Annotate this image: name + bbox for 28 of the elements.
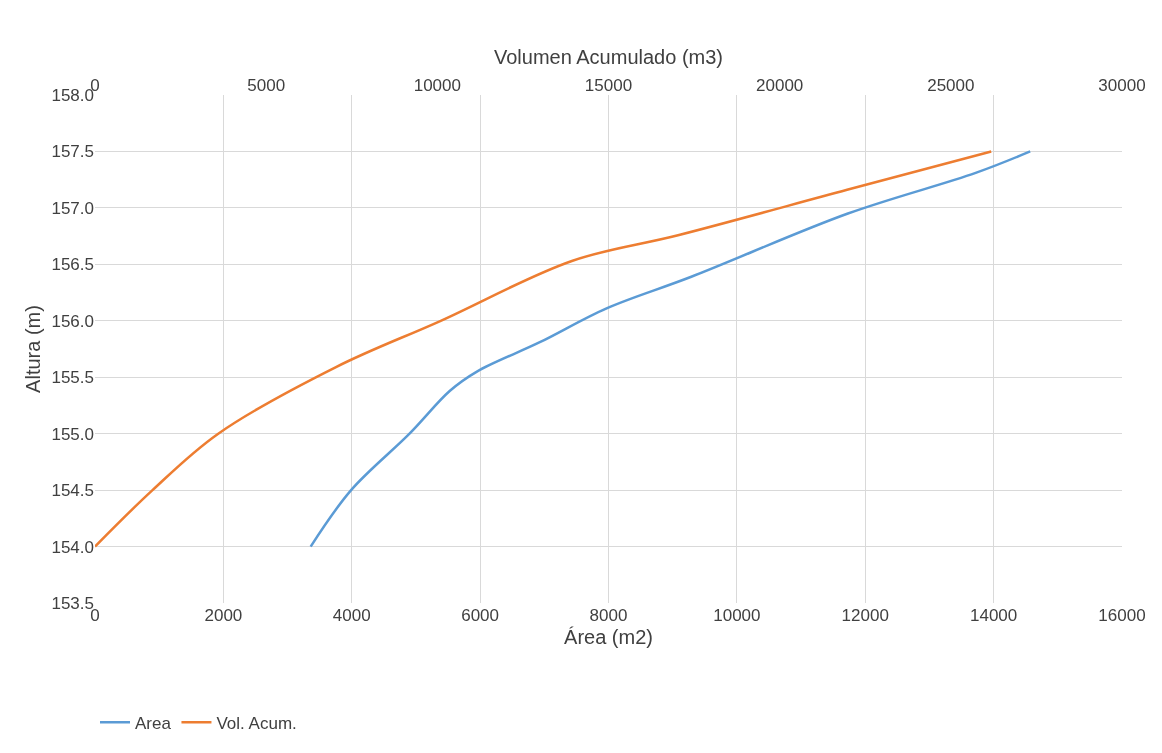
legend-label: Area — [135, 713, 172, 733]
y-tick-label: 154.5 — [51, 481, 94, 501]
x2-tick-label: 15000 — [584, 75, 633, 95]
x2-tick-label: 25000 — [927, 75, 975, 95]
line-series — [309, 150, 1032, 548]
y-tick-label: 156.5 — [51, 255, 94, 275]
x-tick-label: 6000 — [461, 606, 500, 625]
x-tick-label: 2000 — [204, 606, 243, 625]
y-tick-label: 155.5 — [51, 368, 94, 388]
x2-axis-title: Volumen Acumulado (m3) — [493, 46, 724, 69]
x2-tick-label: 20000 — [756, 75, 804, 95]
x2-tick-label: 10000 — [413, 75, 461, 95]
y-tick-label: 157.5 — [51, 142, 94, 162]
x-tick-label: 10000 — [713, 606, 761, 625]
x-tick-label: 16000 — [1098, 606, 1146, 625]
x-tick-label: 4000 — [332, 606, 371, 625]
y-tick-label: 154.0 — [51, 537, 94, 557]
x-tick-label: 12000 — [841, 606, 889, 625]
x-axis-title: Área (m2) — [564, 625, 653, 648]
legend-label: Vol. Acum. — [216, 713, 297, 733]
y-tick-label: 156.0 — [51, 311, 94, 331]
y-tick-label: 155.0 — [51, 424, 94, 444]
x2-tick-label: 5000 — [247, 75, 286, 95]
y-axis-title: Altura (m) — [21, 305, 44, 393]
y-tick-label: 157.0 — [51, 198, 94, 218]
x-tick-label: 14000 — [969, 606, 1018, 625]
x2-tick-label: 30000 — [1098, 75, 1146, 95]
x-tick-label: 8000 — [589, 606, 628, 625]
